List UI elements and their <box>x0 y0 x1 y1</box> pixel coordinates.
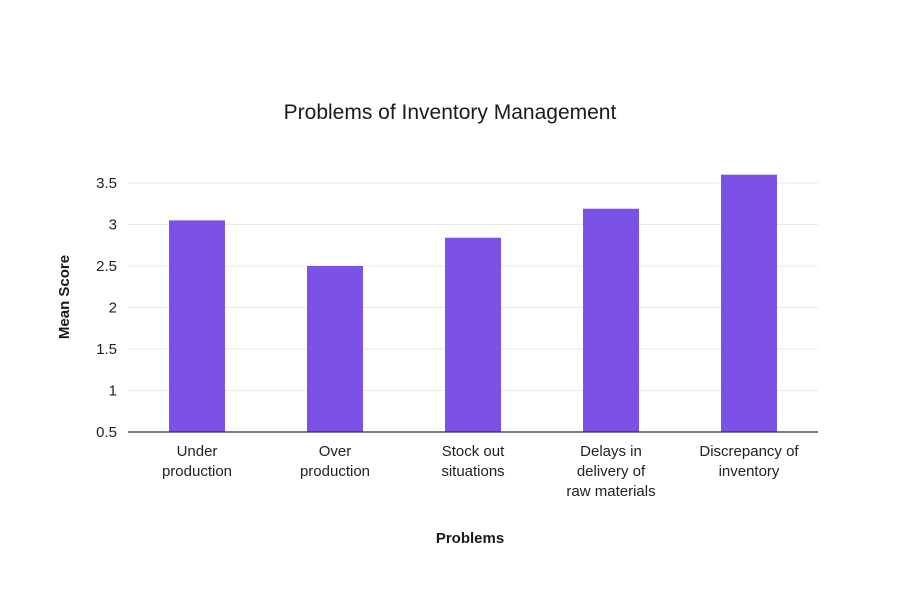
x-tick-label-line: Discrepancy of <box>699 443 799 460</box>
x-tick-label: Stock out situations <box>441 443 505 480</box>
bar <box>307 266 363 432</box>
x-tick-label: Delays in delivery of raw materials <box>566 443 655 500</box>
y-tick-label: 2 <box>109 300 117 317</box>
x-tick-label-line: Under <box>177 443 218 460</box>
y-tick-label: 0.5 <box>96 424 117 441</box>
y-tick-label: 1 <box>109 383 117 400</box>
bars <box>169 174 777 432</box>
bar <box>445 237 501 432</box>
x-tick-label-line: Delays in <box>580 443 642 460</box>
x-tick-label-line: inventory <box>719 463 780 480</box>
y-tick-label: 3 <box>109 217 117 234</box>
bar <box>169 220 225 432</box>
x-tick-label: Over production <box>300 443 370 480</box>
y-tick-label: 3.5 <box>96 175 117 192</box>
y-tick-label: 1.5 <box>96 341 117 358</box>
x-axis-title: Problems <box>436 530 504 547</box>
y-axis-title: Mean Score <box>56 255 73 339</box>
x-tick-label: Discrepancy of inventory <box>699 443 799 480</box>
x-tick-label-line: delivery of <box>577 463 646 480</box>
x-tick-label-line: production <box>162 463 232 480</box>
y-tick-label: 2.5 <box>96 258 117 275</box>
x-tick-labels: Under production Over production Stock out si… <box>162 443 799 500</box>
chart-title: Problems of Inventory Management <box>284 101 617 124</box>
y-tick-labels: 0.5 1 1.5 2 2.5 3 3.5 <box>96 175 117 441</box>
x-tick-label-line: Stock out <box>442 443 505 460</box>
x-tick-label-line: Over <box>319 443 352 460</box>
bar <box>721 174 777 432</box>
x-tick-label-line: production <box>300 463 370 480</box>
bar <box>583 208 639 432</box>
x-tick-label-line: raw materials <box>566 483 655 500</box>
x-tick-label: Under production <box>162 443 232 480</box>
x-tick-label-line: situations <box>441 463 504 480</box>
